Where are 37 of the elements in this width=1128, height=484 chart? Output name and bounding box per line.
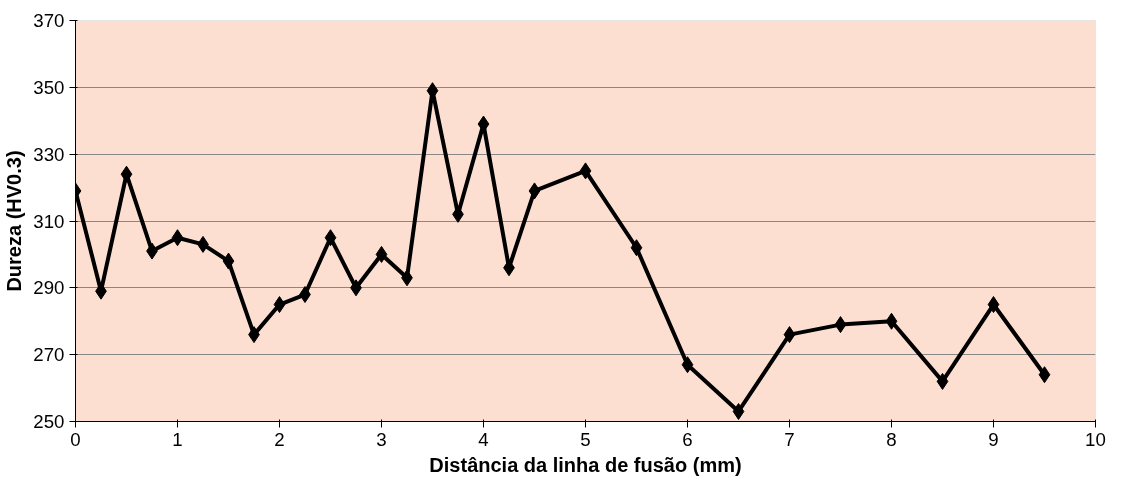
point: [579, 162, 592, 180]
x-tick-label: 9: [988, 428, 999, 450]
x-tick-label: 4: [478, 428, 489, 450]
point: [732, 402, 745, 420]
point: [783, 326, 796, 344]
y-tick-label: 330: [33, 143, 65, 165]
x-tick-label: 2: [274, 428, 285, 450]
y-tick-label: 370: [33, 10, 65, 31]
point: [834, 316, 847, 334]
y-tick-label: 310: [33, 210, 65, 232]
point: [1038, 366, 1051, 384]
point: [681, 356, 694, 374]
point: [120, 165, 133, 183]
x-tick-label: 6: [682, 428, 693, 450]
point: [222, 252, 235, 270]
x-axis-title: Distância da linha de fusão (mm): [429, 453, 742, 476]
y-tick-label: 350: [33, 76, 65, 98]
point: [987, 296, 1000, 314]
x-tick-label: 1: [172, 428, 183, 450]
x-tick-label: 5: [580, 428, 591, 450]
x-tick-label: 8: [886, 428, 897, 450]
point: [885, 312, 898, 330]
point: [630, 239, 643, 257]
y-axis-title: Dureza (HV0.3): [3, 150, 26, 292]
x-tick-label: 10: [1085, 428, 1106, 450]
point: [528, 182, 541, 200]
point: [324, 229, 337, 247]
y-tick-label: 290: [33, 277, 65, 299]
point: [273, 296, 286, 314]
y-tick-label: 250: [33, 411, 65, 432]
x-tick-label: 3: [376, 428, 387, 450]
point: [375, 245, 388, 263]
y-tick-label: 270: [33, 344, 65, 366]
x-tick-label: 7: [784, 428, 795, 450]
point: [171, 229, 184, 247]
point: [936, 372, 949, 390]
x-tick-label: 0: [70, 428, 81, 450]
